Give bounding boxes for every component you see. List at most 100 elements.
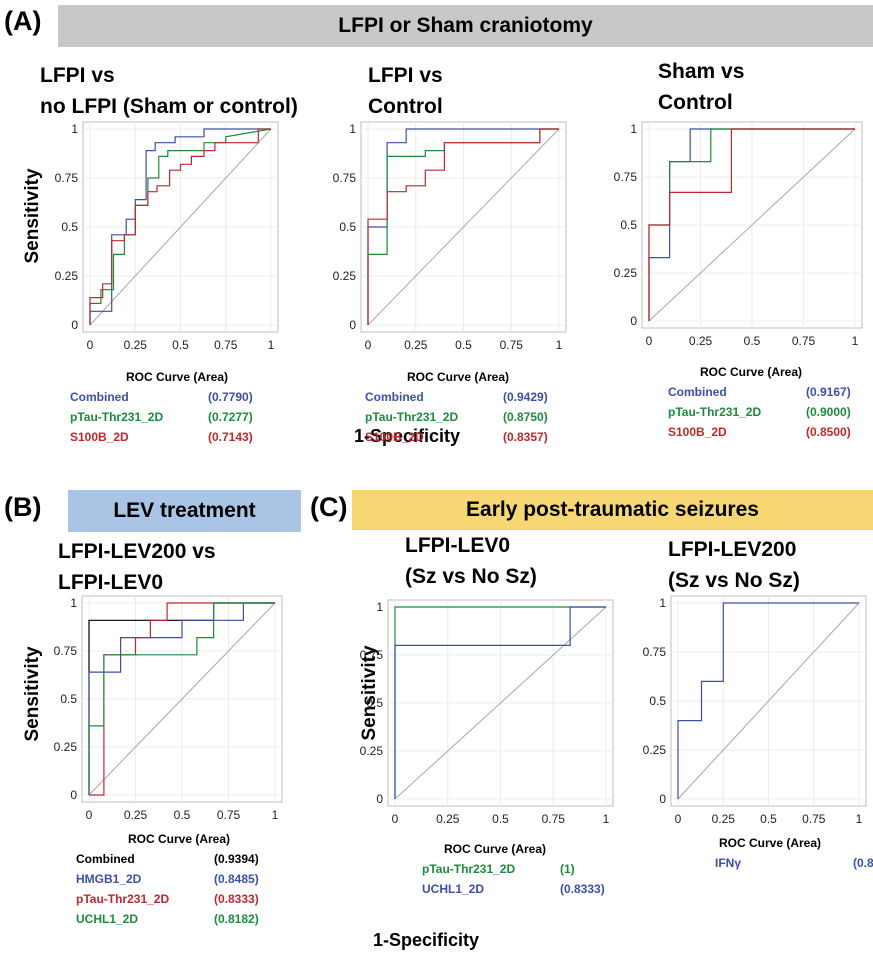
plot-title-line: Control (658, 91, 733, 114)
plot-title-line: LFPI-LEV200 (668, 538, 797, 561)
legend-entry-name: pTau-Thr231_2D (422, 862, 516, 876)
y-tick-label: 0.75 (360, 648, 383, 662)
legend-entry-area: (0.9000) (806, 405, 851, 419)
plot-title-c2: LFPI-LEV200 (Sz vs No Sz) (668, 534, 800, 596)
x-tick-label: 1 (856, 812, 863, 826)
x-tick-label: 1 (556, 338, 563, 352)
roc-curve-uchl1-2d (394, 606, 606, 799)
legend-title: ROC Curve (Area) (407, 370, 510, 384)
y-tick-label: 0.5 (649, 694, 666, 708)
reference-diagonal (88, 602, 276, 796)
y-tick-label: 0 (376, 792, 383, 806)
legend-entry-name: pTau-Thr231_2D (668, 405, 762, 419)
legend-entry-area: (0.8750) (853, 856, 873, 870)
y-tick-label: 0.75 (55, 171, 78, 185)
roc-curve-hmgb1-2d (88, 602, 275, 795)
banner-c: Early post-traumatic seizures (352, 490, 873, 530)
legend-entry-area: (0.7790) (208, 390, 253, 404)
roc-curve-uchl1-2d (88, 602, 275, 795)
legend-title: ROC Curve (Area) (719, 836, 822, 850)
plot-title-line: (Sz vs No Sz) (405, 565, 537, 588)
legend-b1: ROC Curve (Area) Combined (0.9394) HMGB1_2… (76, 832, 306, 932)
plot-title-line: no LFPI (Sham or control) (40, 95, 298, 118)
y-tick-label: 0.5 (620, 218, 637, 232)
reference-diagonal (394, 606, 607, 800)
plot-title-b1: LFPI-LEV200 vs LFPI-LEV0 (58, 536, 216, 598)
x-tick-label: 0.5 (174, 808, 191, 822)
x-tick-label: 0.5 (172, 338, 189, 352)
plot-title-line: LFPI vs (368, 64, 443, 87)
y-tick-label: 0.5 (60, 692, 77, 706)
legend-a1: ROC Curve (Area) Combined (0.7790) pTau-Th… (70, 370, 290, 450)
x-tick-label: 0.25 (689, 334, 713, 348)
plot-title-a3: Sham vs Control (658, 56, 744, 118)
legend-entry-name: S100B_2D (365, 430, 424, 444)
y-tick-label: 1 (659, 596, 666, 610)
x-tick-label: 0.5 (760, 812, 777, 826)
legend-entry-name: S100B_2D (668, 425, 727, 439)
y-tick-label: 0 (630, 314, 637, 328)
roc-chart-c1: 0 0.25 0.5 0.75 1 0 0.25 0.5 0.75 1 (360, 599, 614, 826)
x-tick-label: 0.75 (214, 338, 238, 352)
y-tick-label: 1 (630, 122, 637, 136)
legend-entry-area: (0.9167) (806, 385, 851, 399)
legend-c2: ROC Curve (Area) IFNγ (0.8750) (715, 836, 873, 876)
legend-entry-area: (0.9429) (503, 390, 548, 404)
y-tick-label: 0.5 (366, 696, 383, 710)
y-tick-label: 0.25 (360, 744, 383, 758)
legend-entry-name: UCHL1_2D (76, 912, 139, 926)
y-tick-label: 0.75 (333, 171, 356, 185)
plot-title-line: LFPI-LEV0 (58, 571, 164, 594)
banner-b: LEV treatment (68, 490, 301, 532)
y-tick-label: 0.75 (643, 645, 666, 659)
legend-a3: ROC Curve (Area) Combined (0.9167) pTau-Th… (668, 365, 873, 445)
plot-title-line: LFPI vs (40, 64, 115, 87)
legend-entry-name: Combined (365, 390, 424, 404)
x-tick-label: 0.25 (124, 808, 148, 822)
y-tick-label: 0.25 (55, 269, 78, 283)
x-tick-label: 0 (392, 812, 399, 826)
legend-entry-area: (0.9394) (214, 852, 259, 866)
x-tick-label: 1 (852, 334, 859, 348)
x-tick-label: 0 (86, 808, 93, 822)
y-tick-label: 0 (70, 788, 77, 802)
y-tick-label: 1 (376, 600, 383, 614)
x-tick-label: 0.25 (124, 338, 148, 352)
legend-entry-name: UCHL1_2D (422, 882, 485, 896)
legend-entry-name: Combined (668, 385, 727, 399)
x-tick-label: 0.75 (792, 334, 816, 348)
legend-entry-area: (0.8500) (806, 425, 851, 439)
legend-entry-name: pTau-Thr231_2D (365, 410, 459, 424)
legend-entry-area: (0.8333) (560, 882, 605, 896)
plot-title-line: (Sz vs No Sz) (668, 569, 800, 592)
roc-curve-s100b-2d (89, 128, 271, 325)
plot-title-line: Sham vs (658, 60, 745, 83)
x-tick-label: 0 (365, 338, 372, 352)
roc-curve-ifn- (677, 602, 859, 799)
legend-entry-name: pTau-Thr231_2D (70, 410, 164, 424)
x-tick-label: 0.5 (455, 338, 472, 352)
legend-entry-area: (0.8485) (214, 872, 259, 886)
y-tick-label: 1 (349, 122, 356, 136)
panel-label-c: (C) (310, 492, 348, 522)
y-tick-label: 1 (70, 596, 77, 610)
plot-title-line: LFPI-LEV0 (405, 534, 511, 557)
legend-entry-name: pTau-Thr231_2D (76, 892, 170, 906)
banner-a: LFPI or Sham craniotomy (58, 5, 873, 47)
reference-diagonal (677, 602, 860, 800)
y-tick-label: 0.5 (339, 220, 356, 234)
y-tick-label: 0.25 (643, 743, 666, 757)
x-tick-label: 0.25 (404, 338, 428, 352)
x-axis-title-bc: 1-Specificity (373, 930, 480, 950)
reference-diagonal (89, 128, 272, 326)
y-tick-label: 1 (71, 122, 78, 136)
x-tick-label: 0.75 (217, 808, 241, 822)
legend-entry-name: S100B_2D (70, 430, 129, 444)
legend-title: ROC Curve (Area) (126, 370, 229, 384)
x-tick-label: 0 (675, 812, 682, 826)
legend-entry-area: (0.8182) (214, 912, 259, 926)
roc-chart-a2: 0 0.25 0.5 0.75 1 0 0.25 0.5 0.75 1 (333, 121, 567, 352)
legend-title: ROC Curve (Area) (444, 842, 547, 856)
y-tick-label: 0.25 (54, 740, 77, 754)
legend-entry-area: (0.8333) (214, 892, 259, 906)
